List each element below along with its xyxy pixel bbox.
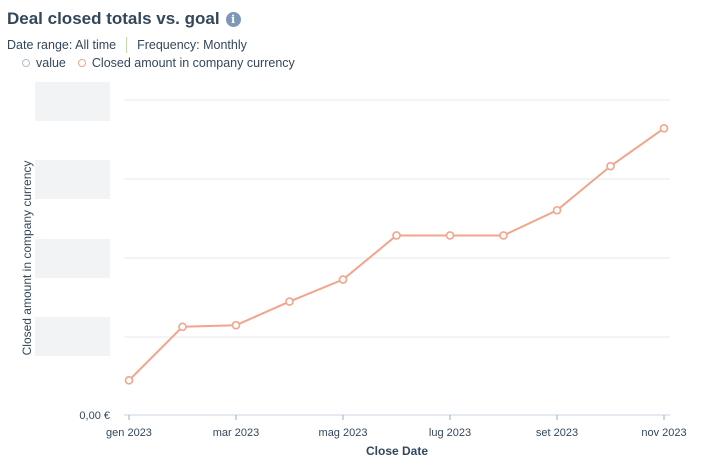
redacted-y-tick-label	[35, 239, 110, 278]
data-point[interactable]	[392, 231, 401, 240]
data-point[interactable]	[552, 205, 562, 215]
data-point[interactable]	[231, 320, 241, 330]
date-range-filter[interactable]: Date range: All time	[7, 38, 117, 52]
info-icon[interactable]: i	[225, 11, 241, 27]
legend-marker-icon	[22, 59, 30, 67]
chart-legend: value Closed amount in company currency	[22, 56, 307, 70]
gridlines	[124, 99, 670, 338]
x-axis-title: Close Date	[366, 444, 428, 458]
report-filters: Date range: All time Frequency: Monthly	[7, 37, 247, 53]
legend-label: value	[36, 56, 66, 70]
redacted-y-tick-label	[35, 82, 110, 121]
legend-item-closed-amount[interactable]: Closed amount in company currency	[77, 56, 295, 70]
data-point[interactable]	[285, 297, 294, 306]
legend-item-value[interactable]: value	[22, 56, 66, 70]
y-tick-label: 0,00 €	[79, 410, 110, 422]
x-tick-label: lug 2023	[429, 427, 471, 439]
y-axis-title: Closed amount in company currency	[20, 161, 34, 356]
data-point[interactable]	[659, 124, 669, 133]
filter-divider	[126, 37, 128, 53]
data-point[interactable]	[606, 161, 615, 171]
report-title-row: Deal closed totals vs. goal i	[7, 9, 241, 29]
redacted-y-tick-label	[35, 317, 110, 356]
x-tick-label: gen 2023	[106, 427, 152, 439]
legend-marker-icon	[77, 59, 86, 67]
report-title: Deal closed totals vs. goal	[7, 9, 220, 28]
series-line-closed-amount	[128, 127, 665, 382]
redacted-y-labels	[35, 82, 110, 356]
data-point[interactable]	[338, 275, 348, 284]
data-point[interactable]	[124, 376, 134, 385]
x-axis-ticks: gen 2023 mar 2023 mag 2023 lug 2023 set 2023…	[106, 415, 687, 439]
x-tick-label: set 2023	[536, 427, 578, 439]
x-tick-label: mag 2023	[319, 427, 368, 439]
legend-label: Closed amount in company currency	[91, 56, 295, 70]
series-points	[124, 124, 669, 385]
data-point[interactable]	[499, 231, 508, 240]
redacted-y-tick-label	[35, 160, 110, 199]
x-tick-label: nov 2023	[641, 427, 686, 439]
x-tick-label: mar 2023	[213, 427, 259, 439]
data-point[interactable]	[445, 231, 455, 240]
frequency-filter[interactable]: Frequency: Monthly	[137, 38, 247, 52]
data-point[interactable]	[178, 322, 187, 332]
